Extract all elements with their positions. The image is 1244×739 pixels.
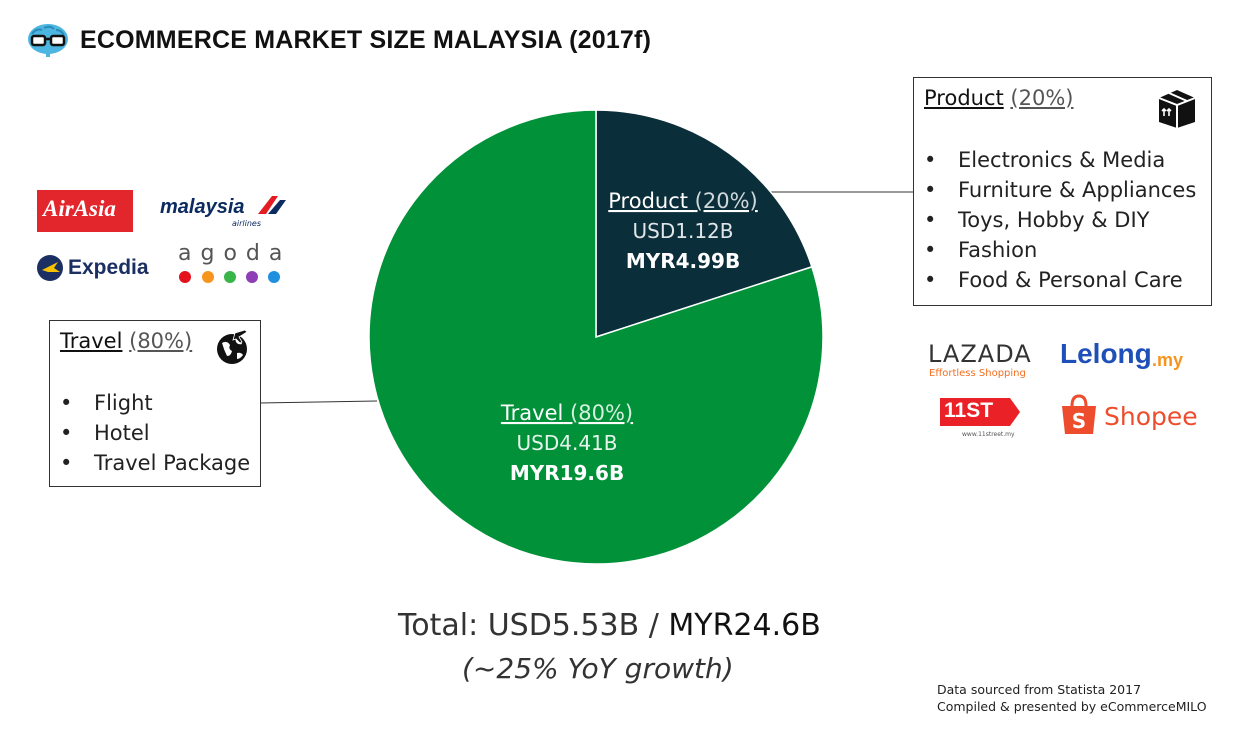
pie-slice-product bbox=[595, 109, 813, 339]
list-item: Flight bbox=[60, 388, 250, 418]
11street-ribbon-icon bbox=[940, 398, 1020, 426]
agoda-dots-icon bbox=[179, 271, 280, 283]
product-box-title: Product (20%) bbox=[924, 86, 1074, 110]
product-slice-usd: USD1.12B bbox=[633, 219, 734, 243]
list-item: Travel Package bbox=[60, 448, 250, 478]
travel-slice-myr: MYR19.6B bbox=[510, 461, 624, 485]
expedia-globe-icon bbox=[37, 255, 63, 281]
growth-note: (~25% YoY growth) bbox=[462, 652, 734, 685]
globe-plane-icon bbox=[217, 329, 248, 364]
list-item: Toys, Hobby & DIY bbox=[924, 205, 1196, 235]
11street-logo: 11ST www.11street.my bbox=[938, 394, 1022, 440]
nerd-glasses-brain-icon bbox=[28, 24, 68, 57]
travel-slice-usd: USD4.41B bbox=[517, 431, 618, 455]
travel-box-title: Travel (80%) bbox=[60, 329, 193, 353]
airasia-logo: AirAsia bbox=[37, 190, 133, 232]
travel-slice-label: Travel (80%) bbox=[500, 401, 633, 425]
agoda-logo: agoda bbox=[178, 241, 282, 287]
lelong-logo: Lelong .my bbox=[1060, 338, 1184, 370]
product-slice-label: Product (20%) bbox=[608, 189, 757, 213]
package-box-icon bbox=[1158, 90, 1196, 128]
travel-category-list: Flight Hotel Travel Package bbox=[60, 388, 250, 478]
list-item: Food & Personal Care bbox=[924, 265, 1196, 295]
list-item: Fashion bbox=[924, 235, 1196, 265]
source-note: Data sourced from Statista 2017 Compiled… bbox=[937, 682, 1207, 714]
total-myr: MYR24.6B bbox=[668, 608, 821, 643]
svg-text:S: S bbox=[1072, 409, 1086, 433]
malaysia-airlines-logo: malaysia airlines bbox=[160, 192, 288, 230]
header: ECOMMERCE MARKET SIZE MALAYSIA (2017f) bbox=[26, 22, 651, 58]
lazada-logo: LAZADA Effortless Shopping bbox=[928, 340, 1032, 379]
pie-slice-travel bbox=[368, 109, 824, 565]
list-item: Hotel bbox=[60, 418, 250, 448]
shopee-bag-icon: S bbox=[1062, 394, 1096, 434]
travel-info-box: Travel (80%) Flight Hotel Travel Package bbox=[49, 320, 261, 487]
product-slice-myr: MYR4.99B bbox=[626, 249, 740, 273]
list-item: Electronics & Media bbox=[924, 145, 1196, 175]
product-info-box: Product (20%) Electronics & Media Furnit… bbox=[913, 77, 1212, 306]
page-title: ECOMMERCE MARKET SIZE MALAYSIA (2017f) bbox=[80, 25, 652, 54]
product-category-list: Electronics & Media Furniture & Applianc… bbox=[924, 145, 1196, 295]
travel-connector-line bbox=[258, 400, 378, 404]
total-summary: Total: USD5.53B / MYR24.6B bbox=[398, 608, 821, 643]
malaysia-airlines-wing-icon bbox=[258, 196, 286, 214]
list-item: Furniture & Appliances bbox=[924, 175, 1196, 205]
expedia-logo: Expedia bbox=[36, 252, 160, 286]
shopee-logo: S Shopee bbox=[1060, 392, 1200, 438]
